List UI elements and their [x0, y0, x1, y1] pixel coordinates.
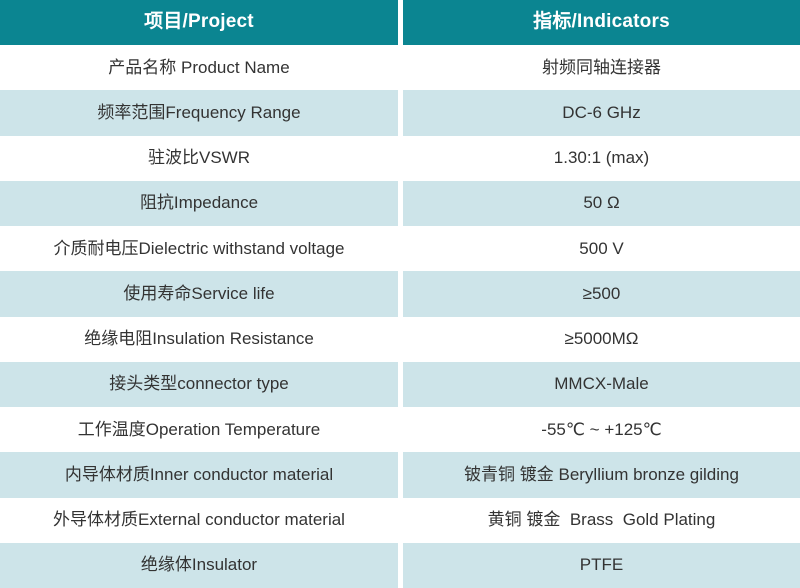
project-cell: 工作温度Operation Temperature	[0, 407, 398, 453]
project-cell: 频率范围Frequency Range	[0, 90, 398, 136]
column-divider	[398, 45, 403, 91]
table-row: 产品名称 Product Name 射频同轴连接器	[0, 45, 800, 91]
project-cell: 驻波比VSWR	[0, 135, 398, 181]
table-row: 阻抗Impedance 50 Ω	[0, 180, 800, 227]
column-divider	[398, 271, 403, 317]
column-divider	[398, 497, 403, 543]
column-divider	[398, 452, 403, 498]
column-divider	[398, 316, 403, 362]
table-row: 绝缘体Insulator PTFE	[0, 542, 800, 588]
column-divider	[398, 0, 403, 46]
table-row: 内导体材质Inner conductor material 铍青铜 镀金 Ber…	[0, 452, 800, 498]
indicator-cell: 铍青铜 镀金 Beryllium bronze gilding	[403, 452, 800, 498]
indicator-cell: -55℃ ~ +125℃	[403, 407, 800, 453]
project-cell: 绝缘体Insulator	[0, 542, 398, 588]
table-row: 介质耐电压Dielectric withstand voltage 500 V	[0, 226, 800, 272]
project-cell: 绝缘电阻Insulation Resistance	[0, 316, 398, 362]
indicator-cell: 黄铜 镀金 Brass Gold Plating	[403, 497, 800, 543]
project-cell: 使用寿命Service life	[0, 271, 398, 317]
column-divider	[398, 361, 403, 408]
column-divider	[398, 135, 403, 181]
project-cell: 介质耐电压Dielectric withstand voltage	[0, 226, 398, 272]
project-cell: 产品名称 Product Name	[0, 45, 398, 91]
indicator-cell: 50 Ω	[403, 180, 800, 227]
column-divider	[398, 180, 403, 227]
project-cell: 接头类型connector type	[0, 361, 398, 408]
indicator-cell: ≥500	[403, 271, 800, 317]
table-row: 绝缘电阻Insulation Resistance ≥5000MΩ	[0, 316, 800, 362]
indicator-cell: PTFE	[403, 542, 800, 588]
header-project-cell: 项目/Project	[0, 0, 398, 46]
table-row: 使用寿命Service life ≥500	[0, 271, 800, 317]
indicator-cell: 500 V	[403, 226, 800, 272]
project-cell: 内导体材质Inner conductor material	[0, 452, 398, 498]
table-row: 驻波比VSWR 1.30:1 (max)	[0, 135, 800, 181]
column-divider	[398, 226, 403, 272]
table-header-row: 项目/Project 指标/Indicators	[0, 0, 800, 46]
table-row: 工作温度Operation Temperature -55℃ ~ +125℃	[0, 407, 800, 453]
indicator-cell: 1.30:1 (max)	[403, 135, 800, 181]
indicator-cell: 射频同轴连接器	[403, 45, 800, 91]
project-cell: 外导体材质External conductor material	[0, 497, 398, 543]
indicator-cell: DC-6 GHz	[403, 90, 800, 136]
column-divider	[398, 542, 403, 588]
column-divider	[398, 407, 403, 453]
header-indicator-cell: 指标/Indicators	[403, 0, 800, 46]
column-divider	[398, 90, 403, 136]
project-cell: 阻抗Impedance	[0, 180, 398, 227]
table-row: 外导体材质External conductor material 黄铜 镀金 B…	[0, 497, 800, 543]
table-row: 频率范围Frequency Range DC-6 GHz	[0, 90, 800, 136]
indicator-cell: ≥5000MΩ	[403, 316, 800, 362]
table-row: 接头类型connector type MMCX-Male	[0, 361, 800, 408]
indicator-cell: MMCX-Male	[403, 361, 800, 408]
